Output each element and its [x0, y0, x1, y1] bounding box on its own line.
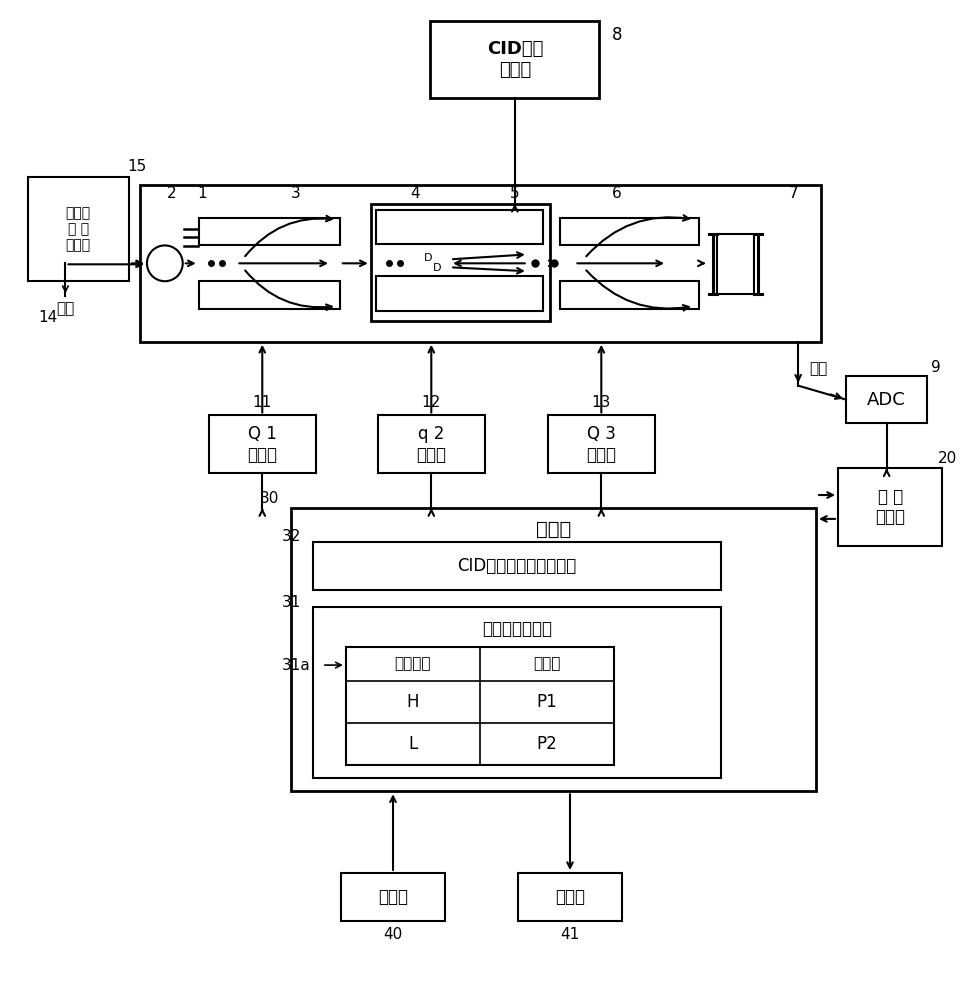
Bar — [378, 415, 485, 473]
Text: H: H — [407, 693, 419, 711]
Text: 32: 32 — [281, 529, 300, 544]
Bar — [341, 873, 445, 921]
Bar — [518, 873, 622, 921]
Bar — [548, 415, 655, 473]
Text: D: D — [424, 253, 433, 263]
Bar — [846, 376, 927, 423]
Bar — [291, 508, 816, 791]
Bar — [376, 210, 543, 244]
Text: 12: 12 — [422, 395, 440, 410]
Text: 15: 15 — [128, 159, 147, 174]
Bar — [717, 234, 754, 294]
Text: 5: 5 — [510, 186, 520, 201]
Text: Q 1
电源部: Q 1 电源部 — [247, 425, 277, 464]
Text: 数 据
处理部: 数 据 处理部 — [875, 488, 905, 526]
Text: 试料: 试料 — [56, 302, 74, 317]
Text: 扫描速度: 扫描速度 — [395, 657, 431, 672]
Bar — [430, 21, 599, 98]
Bar — [838, 468, 943, 546]
Text: 7: 7 — [788, 186, 798, 201]
Text: CID气体条件自动调整部: CID气体条件自动调整部 — [457, 557, 577, 575]
Text: 40: 40 — [384, 927, 403, 942]
Bar — [376, 276, 543, 311]
Text: 排气: 排气 — [809, 361, 827, 376]
Text: 供给压: 供给压 — [533, 657, 561, 672]
Bar — [199, 281, 340, 309]
Text: 11: 11 — [253, 395, 271, 410]
Text: P2: P2 — [537, 735, 557, 753]
Text: 8: 8 — [612, 26, 622, 44]
Text: 31a: 31a — [282, 658, 310, 673]
Text: 输入部: 输入部 — [378, 888, 408, 906]
Bar — [28, 177, 129, 281]
Bar — [559, 281, 698, 309]
Text: 2: 2 — [167, 186, 177, 201]
Text: 3: 3 — [291, 186, 301, 201]
Bar — [199, 218, 340, 245]
Bar — [371, 204, 550, 321]
Text: 显示部: 显示部 — [555, 888, 585, 906]
Bar — [140, 185, 821, 342]
Text: 9: 9 — [930, 360, 940, 375]
Text: P1: P1 — [537, 693, 557, 711]
Text: 调整用
试 料
供给部: 调整用 试 料 供给部 — [66, 206, 91, 252]
Text: D: D — [433, 263, 441, 273]
Text: 31: 31 — [281, 595, 300, 610]
Text: q 2
电源部: q 2 电源部 — [416, 425, 446, 464]
Text: 14: 14 — [38, 310, 57, 325]
Text: 6: 6 — [612, 186, 622, 201]
Text: 41: 41 — [560, 927, 580, 942]
Text: 控制部: 控制部 — [536, 520, 571, 539]
Bar — [313, 607, 721, 778]
Bar — [559, 218, 698, 245]
Text: 30: 30 — [260, 491, 279, 506]
Bar — [313, 542, 721, 589]
Text: ADC: ADC — [867, 391, 906, 409]
Text: 20: 20 — [938, 451, 957, 466]
Text: 1: 1 — [197, 186, 207, 201]
Bar — [209, 415, 316, 473]
Bar — [346, 647, 614, 765]
Text: 13: 13 — [591, 395, 611, 410]
Text: 4: 4 — [411, 186, 420, 201]
Text: L: L — [409, 735, 417, 753]
Text: Q 3
电源部: Q 3 电源部 — [586, 425, 616, 464]
Text: 测定条件存储部: 测定条件存储部 — [482, 620, 552, 638]
Text: CID气体
供给部: CID气体 供给部 — [487, 40, 543, 79]
